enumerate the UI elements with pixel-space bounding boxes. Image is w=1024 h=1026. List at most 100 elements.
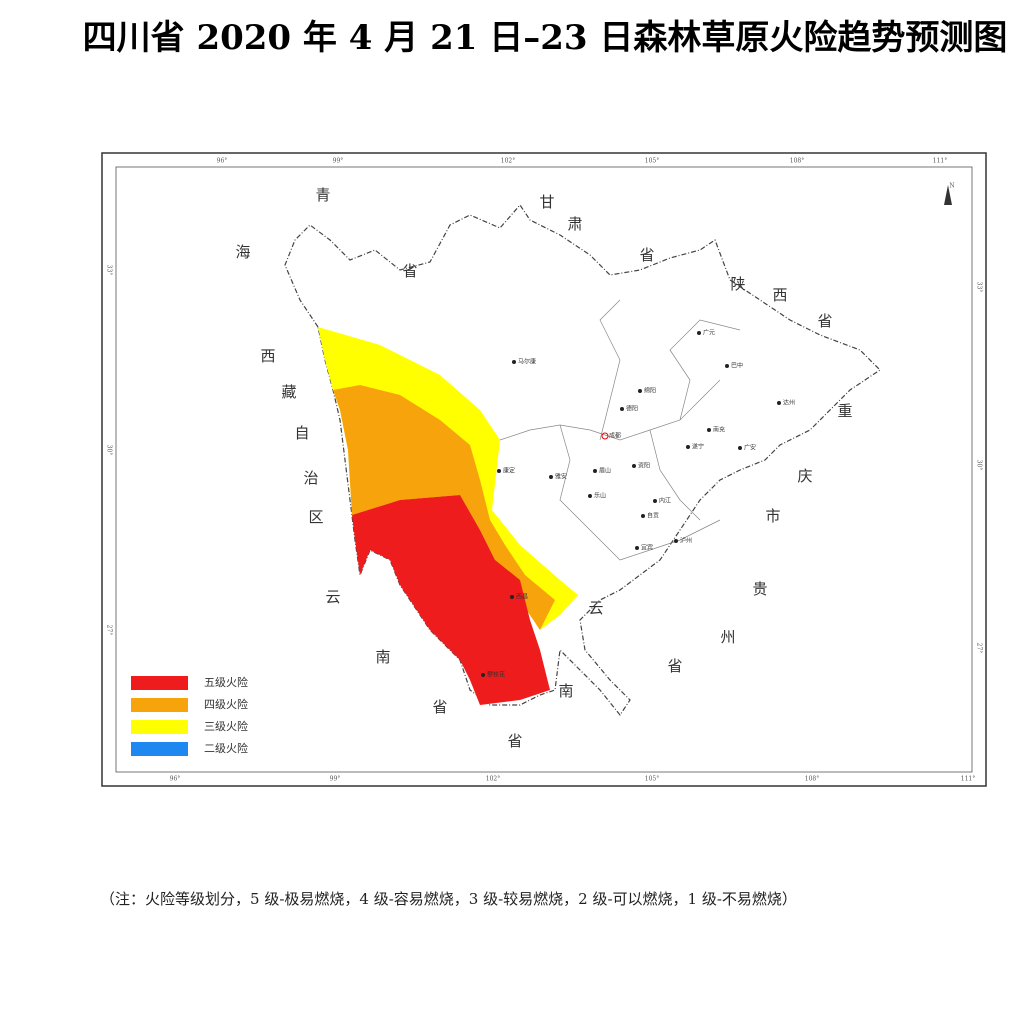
city-dot	[635, 546, 639, 550]
lon-label: 96°	[217, 158, 228, 165]
province-label: 青	[315, 186, 330, 204]
lon-label: 102°	[486, 776, 500, 783]
province-label: 自	[294, 424, 309, 442]
city-dot	[588, 494, 592, 498]
city-dot	[653, 499, 657, 503]
city-label: 德阳	[626, 405, 638, 413]
city-label: 南充	[713, 426, 725, 434]
lon-label: 105°	[645, 776, 659, 783]
city-dot	[632, 464, 636, 468]
county-boundary	[499, 299, 741, 561]
lon-label: 111°	[933, 158, 947, 165]
province-label: 省	[667, 657, 682, 675]
city-dot	[620, 407, 624, 411]
legend-label: 二级火险	[204, 741, 248, 755]
city-label: 巴中	[731, 362, 743, 370]
province-label: 省	[507, 732, 522, 750]
legend-label: 三级火险	[204, 719, 248, 733]
lon-label: 102°	[501, 158, 515, 165]
lon-label: 105°	[645, 158, 659, 165]
legend-swatch	[131, 720, 188, 734]
lat-label: 27°	[106, 625, 113, 636]
city-label: 西昌	[516, 594, 528, 601]
province-label: 区	[308, 508, 323, 526]
legend-label: 四级火险	[204, 697, 248, 711]
legend-swatch	[131, 742, 188, 756]
province-label: 肃	[567, 215, 582, 233]
city-label: 达州	[783, 399, 795, 407]
province-label: 甘	[539, 193, 554, 211]
lon-label: 99°	[333, 158, 344, 165]
lon-label: 108°	[805, 776, 819, 783]
city-dot	[481, 673, 485, 677]
city-label: 成都	[609, 432, 621, 440]
city-label: 泸州	[680, 537, 692, 545]
zone-level4	[333, 385, 555, 630]
map-frame	[101, 152, 987, 787]
zone-level5	[352, 495, 550, 705]
city-label: 康定	[503, 467, 515, 475]
province-label: 西	[772, 286, 787, 304]
city-dot	[641, 514, 645, 518]
province-label: 陕	[730, 275, 745, 293]
city-dot	[549, 475, 553, 479]
city-dot	[512, 360, 516, 364]
province-label: 海	[235, 243, 250, 261]
legend-label: 五级火险	[204, 675, 248, 689]
city-dot	[593, 469, 597, 473]
province-label: 州	[720, 628, 735, 646]
city-dot	[725, 364, 729, 368]
province-label: 南	[375, 648, 390, 666]
province-boundary	[284, 204, 881, 717]
legend-swatch	[131, 676, 188, 690]
province-label: 西	[260, 347, 275, 365]
lat-label: 27°	[976, 643, 983, 654]
north-arrow	[944, 185, 952, 205]
city-label: 资阳	[638, 462, 650, 470]
city-dot	[707, 428, 711, 432]
lon-label: 99°	[330, 776, 341, 783]
province-label: 重	[837, 402, 852, 420]
city-dot	[738, 446, 742, 450]
province-label: 治	[303, 469, 318, 487]
city-label: 马尔康	[518, 358, 536, 366]
city-dot	[497, 469, 501, 473]
city-label: 绵阳	[644, 387, 656, 395]
province-label: 云	[325, 588, 340, 606]
map-inner-frame	[115, 166, 973, 773]
city-label: 雅安	[555, 473, 567, 481]
lat-label: 30°	[976, 460, 983, 471]
title: 四川省 2020 年 4 月 21 日–23 日森林草原火险趋势预测图	[83, 18, 1008, 58]
province-label: 云	[588, 599, 603, 617]
province-label: 南	[558, 682, 573, 700]
city-dot	[674, 539, 678, 543]
lat-label: 30°	[106, 445, 113, 456]
north-label: N	[949, 183, 954, 190]
province-label: 省	[639, 246, 654, 264]
city-label: 遂宁	[692, 443, 704, 451]
city-dot	[777, 401, 781, 405]
lon-label: 96°	[170, 776, 181, 783]
city-label: 宜宾	[641, 544, 653, 552]
province-label: 贵	[752, 580, 767, 598]
note: （注：火险等级划分，5 级-极易燃烧，4 级-容易燃烧，3 级-较易燃烧，2 级…	[100, 890, 797, 908]
legend-swatch	[131, 698, 188, 712]
city-label: 攀枝花	[487, 671, 505, 679]
province-label: 庆	[797, 467, 812, 485]
city-label: 广元	[703, 329, 715, 337]
lat-label: 33°	[976, 282, 983, 293]
province-label: 省	[402, 262, 417, 280]
city-label: 眉山	[599, 467, 611, 475]
lon-label: 111°	[961, 776, 975, 783]
province-label: 省	[432, 698, 447, 716]
city-label: 广安	[744, 444, 756, 452]
province-label: 省	[817, 312, 832, 330]
city-dot	[638, 389, 642, 393]
city-dot	[601, 432, 609, 440]
city-label: 内江	[659, 497, 671, 505]
city-dot	[686, 445, 690, 449]
city-dot	[697, 331, 701, 335]
city-label: 自贡	[647, 512, 659, 520]
city-dot	[510, 595, 514, 599]
